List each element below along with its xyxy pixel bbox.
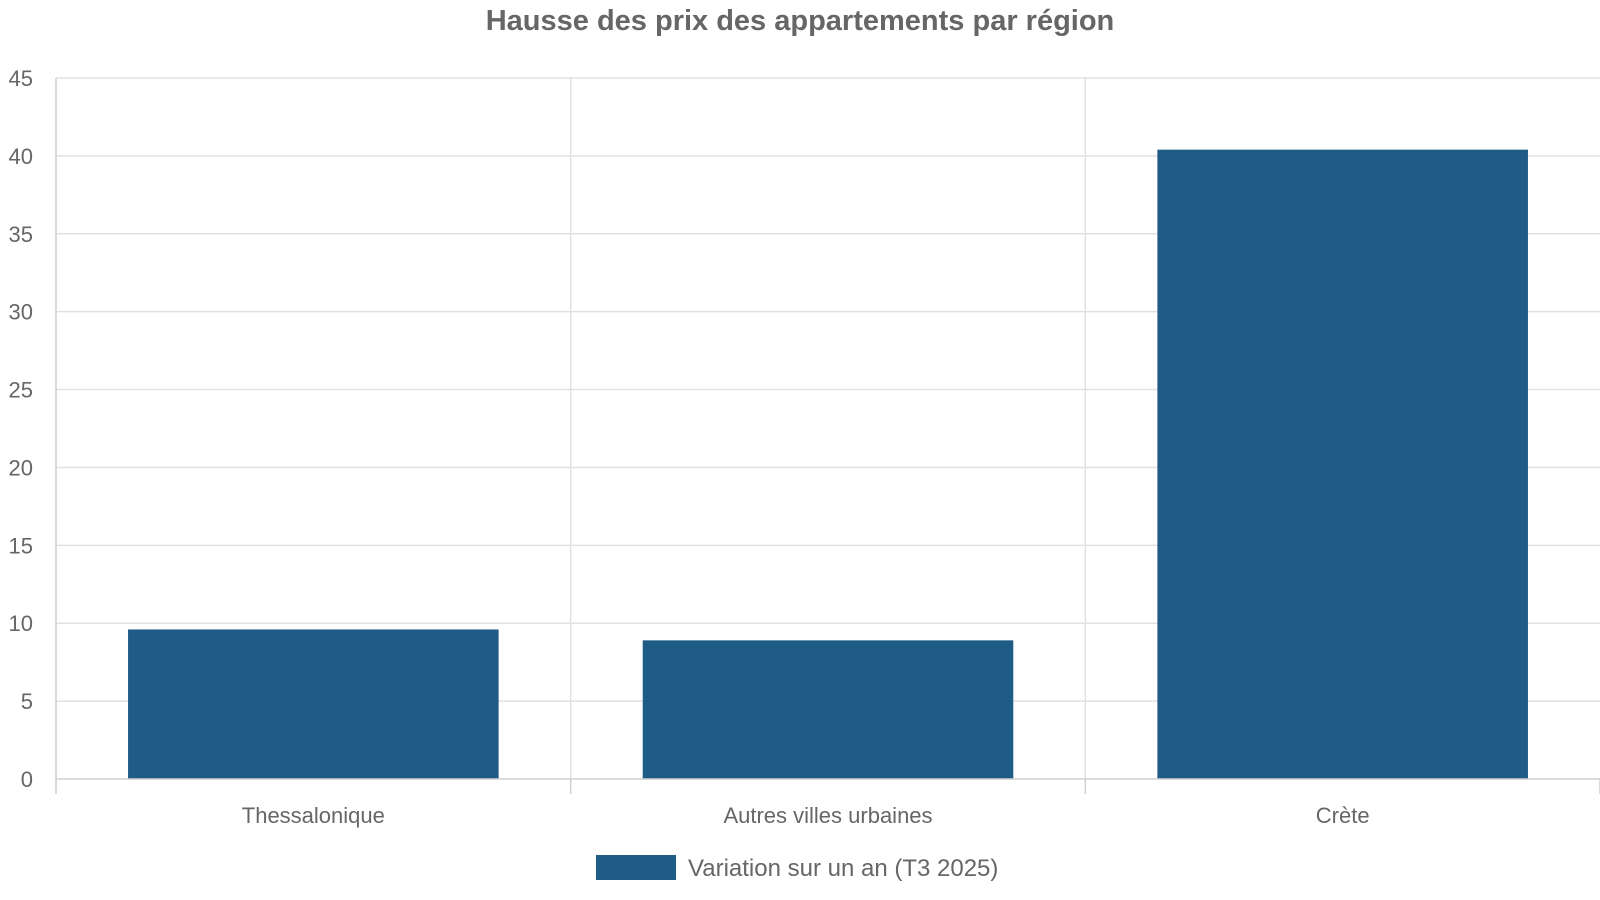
grid-lines — [56, 77, 1600, 779]
bar[interactable] — [128, 629, 499, 779]
y-tick-label: 25 — [9, 378, 33, 403]
y-tick-label: 20 — [9, 455, 33, 480]
y-tick-label: 45 — [9, 66, 33, 91]
y-tick-label: 35 — [9, 222, 33, 247]
x-tick-label: Thessalonique — [242, 803, 385, 828]
legend-label: Variation sur un an (T3 2025) — [688, 855, 998, 882]
chart-title: Hausse des prix des appartements par rég… — [486, 5, 1115, 37]
bar[interactable] — [1157, 149, 1528, 779]
x-tick-label: Autres villes urbaines — [723, 803, 932, 828]
legend: Variation sur un an (T3 2025) — [596, 855, 998, 882]
y-tick-label: 30 — [9, 300, 33, 325]
y-tick-label: 0 — [21, 767, 33, 792]
y-tick-label: 5 — [21, 689, 33, 714]
y-tick-label: 40 — [9, 144, 33, 169]
legend-swatch — [596, 855, 676, 880]
y-tick-label: 15 — [9, 533, 33, 558]
y-tick-label: 10 — [9, 611, 33, 636]
bar-series — [128, 149, 1528, 779]
x-tick-label: Crète — [1316, 803, 1370, 828]
bar[interactable] — [642, 640, 1014, 779]
axes: 0 5 10 15 20 25 30 35 40 45 Thessalonique Autres vi… — [9, 66, 1600, 828]
